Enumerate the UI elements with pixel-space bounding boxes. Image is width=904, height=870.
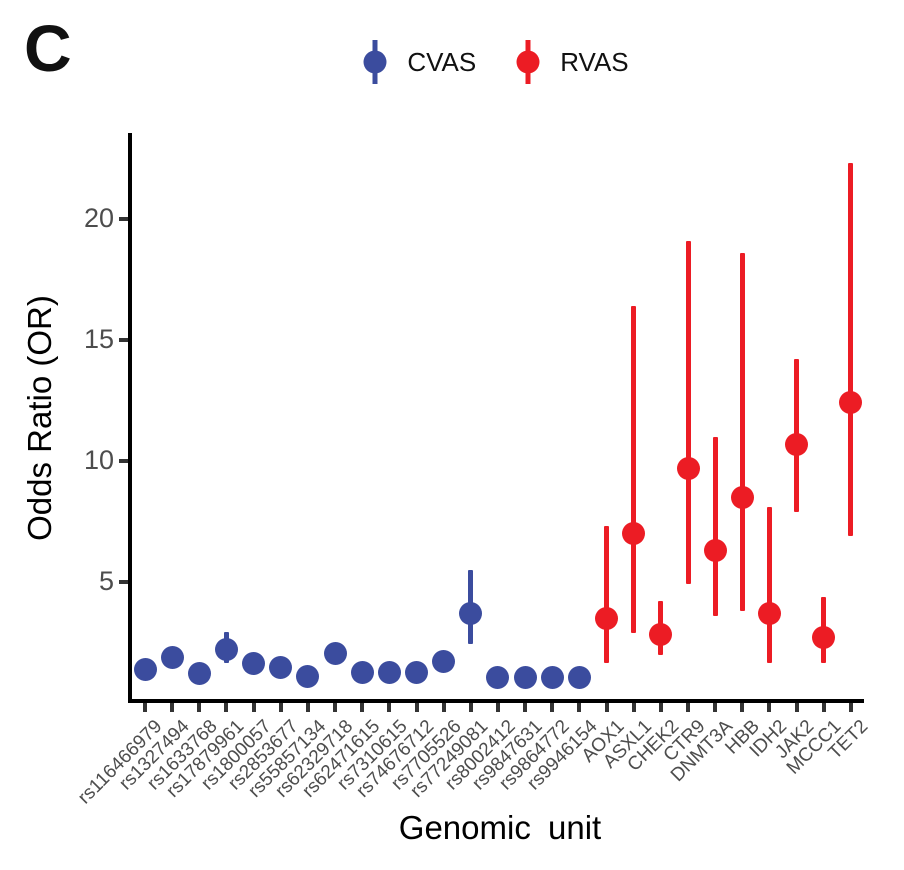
x-tick bbox=[821, 703, 826, 712]
error-bar bbox=[685, 240, 691, 585]
x-tick bbox=[523, 703, 528, 712]
cvas-dot-icon bbox=[363, 50, 387, 74]
x-tick bbox=[441, 703, 446, 712]
x-tick bbox=[387, 703, 392, 712]
y-tick bbox=[119, 338, 128, 342]
x-axis-line bbox=[128, 699, 864, 703]
x-tick bbox=[305, 703, 310, 712]
data-point bbox=[595, 606, 619, 630]
error-bar bbox=[712, 436, 718, 616]
data-point bbox=[757, 601, 781, 625]
data-point bbox=[812, 626, 836, 650]
y-tick-label: 15 bbox=[83, 324, 114, 354]
data-point bbox=[377, 661, 401, 685]
x-tick bbox=[740, 703, 745, 712]
error-bar bbox=[739, 252, 745, 612]
x-tick bbox=[143, 703, 147, 712]
data-point bbox=[730, 485, 754, 509]
data-point bbox=[785, 432, 809, 456]
x-tick bbox=[658, 703, 663, 712]
y-tick bbox=[119, 580, 128, 584]
data-point bbox=[432, 650, 456, 674]
y-tick bbox=[119, 459, 128, 463]
legend: CVAS RVAS bbox=[130, 32, 862, 92]
legend-label-rvas: RVAS bbox=[560, 46, 629, 77]
x-axis-title: Genomic unit bbox=[398, 809, 602, 846]
cvas-pointrange-icon bbox=[363, 38, 387, 86]
x-tick bbox=[631, 703, 636, 712]
data-point bbox=[269, 656, 293, 680]
x-tick bbox=[767, 703, 772, 712]
legend-item-cvas: CVAS bbox=[363, 38, 476, 86]
error-bar bbox=[848, 163, 854, 536]
y-tick-label: 10 bbox=[83, 445, 114, 475]
x-tick bbox=[495, 703, 500, 712]
legend-label-cvas: CVAS bbox=[407, 46, 477, 77]
data-point bbox=[486, 665, 510, 689]
y-tick-label: 5 bbox=[98, 566, 114, 596]
x-tick bbox=[468, 703, 473, 712]
x-tick bbox=[550, 703, 555, 712]
x-tick bbox=[713, 703, 718, 712]
y-axis-title: Odds Ratio (OR) bbox=[21, 295, 58, 541]
data-point bbox=[133, 657, 157, 681]
y-tick bbox=[119, 217, 128, 221]
data-point bbox=[839, 391, 863, 415]
data-point bbox=[540, 666, 564, 690]
x-tick bbox=[360, 703, 365, 712]
data-point bbox=[459, 601, 483, 625]
rvas-dot-icon bbox=[516, 50, 540, 74]
data-point bbox=[323, 641, 347, 665]
data-point bbox=[296, 665, 320, 689]
data-point bbox=[649, 622, 673, 646]
error-bar bbox=[631, 306, 637, 633]
rvas-pointrange-icon bbox=[516, 38, 540, 86]
x-tick bbox=[251, 703, 256, 712]
x-tick bbox=[686, 703, 690, 712]
data-point bbox=[160, 645, 184, 669]
x-tick bbox=[197, 703, 202, 712]
x-tick bbox=[224, 703, 229, 712]
panel-label: C bbox=[24, 11, 72, 85]
error-bar bbox=[766, 506, 772, 664]
data-point bbox=[350, 660, 374, 684]
x-tick bbox=[414, 703, 419, 712]
data-point bbox=[405, 660, 428, 684]
x-tick bbox=[333, 703, 338, 712]
data-point bbox=[703, 539, 727, 563]
data-point bbox=[676, 456, 700, 480]
y-tick-label: 20 bbox=[83, 203, 114, 233]
legend-item-rvas: RVAS bbox=[516, 38, 629, 86]
x-tick bbox=[278, 703, 283, 712]
error-bar bbox=[604, 526, 610, 664]
x-tick bbox=[170, 703, 175, 712]
data-point bbox=[622, 522, 646, 546]
y-axis-line bbox=[128, 133, 132, 703]
data-point bbox=[567, 666, 591, 690]
x-tick bbox=[577, 703, 582, 712]
data-point bbox=[214, 638, 238, 662]
x-tick bbox=[604, 703, 609, 712]
data-point bbox=[242, 651, 266, 675]
data-point bbox=[187, 662, 211, 686]
x-tick bbox=[848, 703, 853, 712]
data-point bbox=[513, 666, 537, 690]
x-tick bbox=[794, 703, 799, 712]
